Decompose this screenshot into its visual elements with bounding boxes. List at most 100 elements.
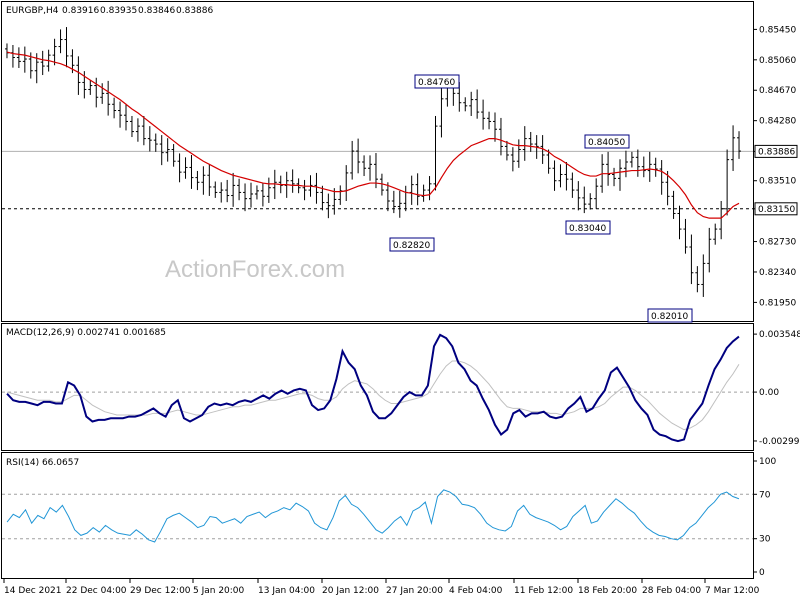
ohlc-bar bbox=[475, 89, 480, 119]
ohlc-bar bbox=[231, 172, 236, 207]
rsi-ytick-label: 70 bbox=[759, 490, 771, 500]
ohlc-bar bbox=[659, 160, 664, 195]
ohlc-bar bbox=[320, 185, 325, 211]
rsi-layer: 100 70 30 0 bbox=[2, 457, 776, 578]
ohlc-bar bbox=[564, 162, 569, 191]
ohlc-bar bbox=[629, 151, 634, 168]
ohlc-bar bbox=[362, 155, 367, 177]
ohlc-bar bbox=[52, 38, 57, 66]
ohlc-bar bbox=[183, 157, 188, 179]
ohlc-bar bbox=[528, 131, 533, 152]
x-tick-label: 22 Dec 04:00 bbox=[66, 586, 127, 596]
ohlc-bar bbox=[427, 176, 432, 201]
ohlc-bar bbox=[350, 140, 355, 180]
ohlc-bar bbox=[433, 115, 438, 191]
ohlc-bar bbox=[421, 184, 426, 202]
x-tick-label: 4 Feb 04:00 bbox=[449, 586, 503, 596]
ohlc-bar bbox=[606, 151, 611, 186]
x-tick-label: 5 Jan 20:00 bbox=[193, 586, 245, 596]
svg-text:0.83150: 0.83150 bbox=[758, 205, 795, 215]
ohlc-bar bbox=[647, 151, 652, 182]
x-tick-label: 18 Feb 20:00 bbox=[578, 586, 637, 596]
ohlc-bar bbox=[266, 177, 271, 203]
ohlc-bar bbox=[582, 186, 587, 214]
ohlc-bar bbox=[368, 155, 373, 181]
ohlc-bar bbox=[237, 178, 242, 201]
ohlc-bar bbox=[379, 173, 384, 196]
ohlc-bar bbox=[677, 205, 682, 240]
ohlc-open: 0.83916 bbox=[62, 6, 99, 16]
ohlc-bar bbox=[64, 27, 69, 68]
macd-ytick-label: 0.00 bbox=[759, 388, 779, 398]
ohlc-bar bbox=[731, 125, 736, 171]
x-tick-label: 28 Feb 04:00 bbox=[642, 586, 701, 596]
ohlc-bar bbox=[58, 29, 63, 54]
macd-signal-line bbox=[6, 360, 740, 431]
x-axis: 14 Dec 2021 22 Dec 04:00 29 Dec 12:00 5 Jan… bbox=[3, 579, 760, 596]
ohlc-close: 0.83886 bbox=[176, 6, 213, 16]
x-tick-label: 11 Feb 12:00 bbox=[514, 586, 573, 596]
x-tick-label: 29 Dec 12:00 bbox=[130, 586, 191, 596]
ohlc-bar bbox=[76, 56, 81, 95]
ohlc-bar bbox=[135, 118, 140, 142]
ohlc-bar bbox=[552, 160, 557, 191]
ohlc-bar bbox=[617, 159, 622, 191]
ohlc-bar bbox=[695, 266, 700, 293]
ohlc-bar bbox=[397, 190, 402, 218]
ohlc-bar bbox=[635, 149, 640, 177]
ohlc-bar bbox=[302, 179, 307, 201]
price-ytick-label: 0.82340 bbox=[759, 268, 796, 278]
ohlc-bar bbox=[701, 254, 706, 297]
price-axis-box: 0.83886 bbox=[754, 144, 798, 158]
price-layer: 0.85450 0.85060 0.84670 0.84280 0.83510 0.827… bbox=[2, 25, 798, 323]
price-annotation: 0.84760 bbox=[414, 74, 460, 89]
svg-text:0.84760: 0.84760 bbox=[418, 78, 455, 88]
ohlc-bar bbox=[22, 46, 27, 73]
macd-ytick-label: -0.002992 bbox=[759, 437, 800, 447]
price-ytick-label: 0.81950 bbox=[759, 298, 796, 308]
ohlc-bar bbox=[665, 170, 670, 206]
x-tick-label: 14 Dec 2021 bbox=[4, 586, 62, 596]
ohlc-bar bbox=[469, 91, 474, 116]
ohlc-bar bbox=[40, 50, 45, 76]
price-ytick-label: 0.82730 bbox=[759, 238, 796, 248]
ohlc-bar bbox=[195, 170, 200, 191]
ohlc-bar bbox=[219, 182, 224, 203]
ohlc-bar bbox=[88, 80, 93, 95]
price-ytick-label: 0.84670 bbox=[759, 86, 796, 96]
ohlc-bar bbox=[612, 167, 617, 187]
macd-layer: 0.003548 0.00 -0.002992 bbox=[2, 330, 800, 447]
ohlc-bar bbox=[415, 173, 420, 206]
x-tick-label: 7 Mar 12:00 bbox=[705, 586, 760, 596]
macd-panel-title: MACD(12,26,9) 0.002741 0.001685 bbox=[6, 328, 166, 338]
ohlc-bar bbox=[147, 126, 152, 152]
ohlc-bar bbox=[171, 144, 176, 167]
ohlc-bar bbox=[260, 183, 265, 207]
ohlc-bar bbox=[129, 115, 134, 138]
ohlc-bar bbox=[16, 47, 21, 69]
ohlc-bar bbox=[653, 157, 658, 177]
ohlc-bar bbox=[356, 138, 361, 174]
rsi-panel-title: RSI(14) 66.0657 bbox=[6, 458, 79, 468]
ohlc-bar bbox=[118, 101, 123, 128]
ohlc-bar bbox=[725, 149, 730, 216]
ohlc-bar bbox=[153, 133, 158, 152]
ohlc-bar bbox=[588, 193, 593, 210]
rsi-ytick-label: 30 bbox=[759, 535, 771, 545]
rsi-line bbox=[6, 489, 740, 543]
ohlc-bar bbox=[516, 139, 521, 168]
ohlc-bar bbox=[546, 149, 551, 174]
ohlc-bar bbox=[463, 97, 468, 112]
ohlc-bar bbox=[439, 86, 444, 138]
x-tick-label: 13 Jan 04:00 bbox=[258, 586, 315, 596]
price-ytick-label: 0.85450 bbox=[759, 25, 796, 35]
ohlc-bar bbox=[225, 179, 230, 203]
watermark: ActionForex.com bbox=[165, 256, 345, 283]
price-ytick-label: 0.83510 bbox=[759, 177, 796, 187]
ohlc-bar bbox=[487, 111, 492, 130]
ohlc-bar bbox=[719, 201, 724, 240]
ohlc-bar bbox=[623, 150, 628, 178]
price-annotation: 0.82010 bbox=[647, 308, 693, 323]
ohlc-bar bbox=[106, 80, 111, 116]
